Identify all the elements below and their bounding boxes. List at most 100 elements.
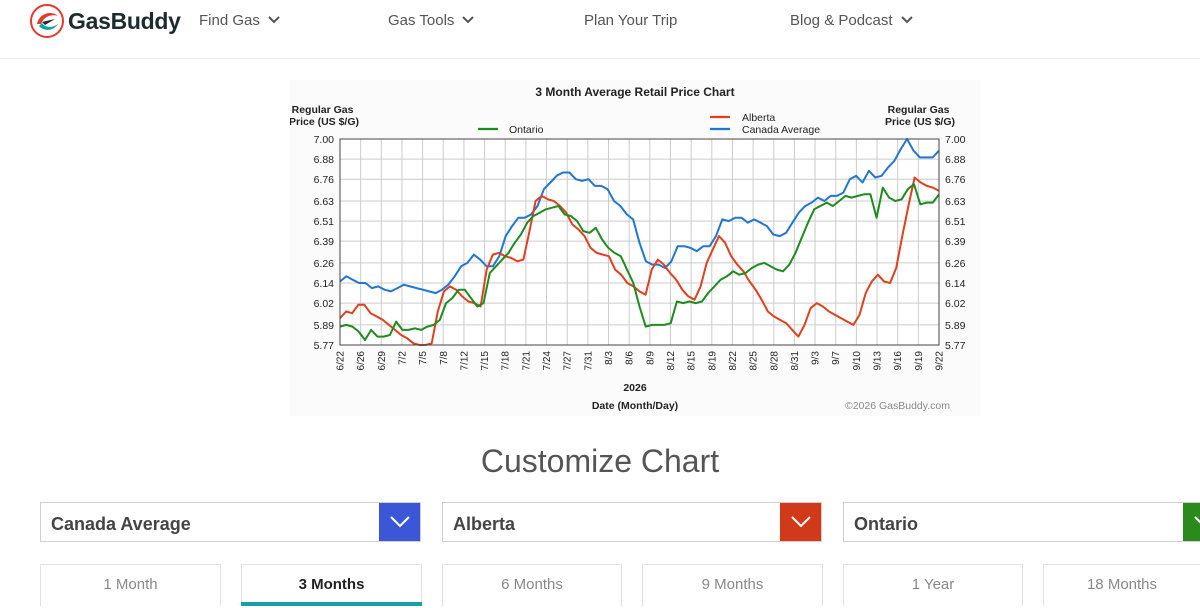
x-tick-label: 9/13: [873, 351, 884, 371]
x-tick-label: 6/29: [377, 351, 388, 371]
y-tick-label-left: 6.14: [314, 278, 335, 290]
x-tick-label: 8/31: [790, 351, 801, 371]
plot-border: [339, 138, 940, 346]
y-tick-label-right: 6.02: [945, 298, 966, 310]
y-tick-label-left: 5.89: [314, 320, 335, 332]
x-tick-label: 7/31: [583, 351, 594, 371]
y-tick-label-left: 6.76: [314, 174, 335, 186]
y-tick-label-left: 6.02: [314, 298, 335, 310]
x-tick-label: 7/27: [563, 351, 574, 371]
y-tick-label-right: 6.76: [945, 174, 966, 186]
y-tick-label-right: 7.00: [945, 134, 966, 146]
chevron-down-icon: [790, 516, 811, 528]
gasbuddy-logo-icon: [30, 4, 64, 38]
x-tick-label: 9/10: [852, 351, 863, 371]
tab-1-year[interactable]: 1 Year: [843, 564, 1023, 606]
region-select-2-toggle[interactable]: [780, 503, 821, 541]
nav-gas-tools[interactable]: Gas Tools: [388, 10, 475, 30]
x-tick-label: 7/2: [397, 351, 408, 365]
x-tick-label: 8/3: [604, 351, 615, 365]
y-tick-label-left: 6.63: [314, 196, 335, 208]
y-tick-label-left: 5.77: [314, 340, 335, 352]
nav-blog-podcast-label: Blog & Podcast: [790, 11, 893, 29]
nav-plan-your-trip-label: Plan Your Trip: [584, 11, 678, 29]
y-tick-label-left: 6.39: [314, 236, 335, 248]
x-tick-label: 7/12: [459, 351, 470, 371]
tab-3-months[interactable]: 3 Months: [241, 564, 422, 606]
chevron-down-icon: [268, 16, 280, 24]
x-tick-label: 8/12: [666, 351, 677, 371]
nav-gas-tools-label: Gas Tools: [388, 11, 455, 29]
region-select-3-toggle[interactable]: [1183, 503, 1200, 541]
x-tick-label: 9/16: [893, 351, 904, 371]
y-tick-label-right: 6.88: [945, 154, 966, 166]
y-tick-label-right: 6.51: [945, 216, 966, 228]
region-select-3[interactable]: Ontario: [843, 502, 1200, 542]
x-tick-label: 7/8: [439, 351, 450, 365]
x-tick-label: 8/6: [625, 351, 636, 365]
region-select-2[interactable]: Alberta: [442, 502, 822, 542]
x-tick-label: 7/18: [501, 351, 512, 371]
chevron-down-icon: [389, 516, 410, 528]
site-header: GasBuddy Find Gas Gas Tools Plan Your Tr…: [0, 0, 1200, 59]
series-line-alberta: [339, 176, 940, 346]
x-tick-label: 8/9: [645, 351, 656, 365]
x-axis-ticks: 6/22 6/26 6/29 7/2 7/5 7/8 7/12 7/15 7/18 7/21 7/2…: [336, 351, 946, 371]
tab-1-month[interactable]: 1 Month: [40, 564, 221, 606]
region-select-1-value: Canada Average: [51, 514, 191, 534]
x-tick-label: 8/19: [707, 351, 718, 371]
brand-name: GasBuddy: [68, 7, 181, 34]
price-chart: 3 Month Average Retail Price Chart Regul…: [290, 80, 980, 416]
x-tick-label: 7/21: [521, 351, 532, 371]
y-tick-label-right: 5.89: [945, 320, 966, 332]
x-tick-label: 8/28: [769, 351, 780, 371]
tab-18-months[interactable]: 18 Months: [1043, 564, 1200, 606]
legend-label-canada-average: Canada Average: [742, 124, 820, 136]
x-tick-label: 7/5: [418, 351, 429, 365]
y-tick-label-right: 6.26: [945, 258, 966, 270]
x-tick-label: 9/19: [914, 351, 925, 371]
y-tick-label-right: 6.63: [945, 196, 966, 208]
chevron-down-icon: [462, 16, 475, 24]
nav-blog-podcast[interactable]: Blog & Podcast: [790, 10, 913, 30]
y-tick-label-left: 6.88: [314, 154, 335, 166]
x-tick-label: 7/15: [480, 351, 491, 371]
chart-legend: Ontario Alberta Canada Average: [478, 112, 820, 136]
price-chart-svg: 3 Month Average Retail Price Chart Regul…: [290, 85, 966, 412]
x-tick-label: 9/22: [935, 351, 946, 371]
region-select-3-value: Ontario: [854, 514, 919, 534]
y-tick-label-right: 6.14: [945, 278, 966, 290]
y-tick-label-right: 5.77: [945, 340, 966, 352]
tab-9-months[interactable]: 9 Months: [642, 564, 823, 606]
y-tick-label-left: 6.26: [314, 258, 335, 270]
y-axis-label-right: Regular Gas Price (US $/G): [885, 104, 955, 128]
y-tick-label-left: 6.51: [314, 216, 335, 228]
x-tick-label: 9/7: [831, 351, 842, 365]
chart-title: 3 Month Average Retail Price Chart: [535, 85, 734, 99]
region-select-1-toggle[interactable]: [379, 503, 420, 541]
series-line-ontario: [339, 183, 940, 341]
chevron-down-icon: [1193, 516, 1200, 524]
nav-find-gas[interactable]: Find Gas: [199, 10, 280, 30]
x-tick-label: 9/3: [811, 351, 822, 365]
y-tick-label-right: 6.39: [945, 236, 966, 248]
gasbuddy-logo[interactable]: GasBuddy: [30, 4, 181, 38]
y-axis-ticks: 7.00 7.00 6.88 6.88 6.76 6.76 6.63 6.63 6.51 6.51…: [314, 134, 966, 352]
y-axis-label-left: Regular Gas Price (US $/G): [290, 104, 359, 128]
chart-series: [339, 138, 940, 346]
nav-find-gas-label: Find Gas: [199, 11, 260, 29]
region-select-1[interactable]: Canada Average: [40, 502, 421, 542]
tab-6-months[interactable]: 6 Months: [442, 564, 622, 606]
y-tick-label-left: 7.00: [314, 134, 335, 146]
x-tick-label: 6/22: [336, 351, 347, 371]
chart-year-label: 2026: [623, 382, 647, 394]
x-tick-label: 8/22: [728, 351, 739, 371]
series-line-canada-average: [339, 138, 940, 295]
customize-chart-title: Customize Chart: [480, 443, 720, 479]
region-select-2-value: Alberta: [453, 514, 516, 534]
x-tick-label: 8/25: [749, 351, 760, 371]
x-tick-label: 7/24: [542, 351, 553, 371]
x-tick-label: 6/26: [356, 351, 367, 371]
x-axis-label: Date (Month/Day): [592, 400, 678, 412]
nav-plan-your-trip[interactable]: Plan Your Trip: [584, 10, 677, 30]
